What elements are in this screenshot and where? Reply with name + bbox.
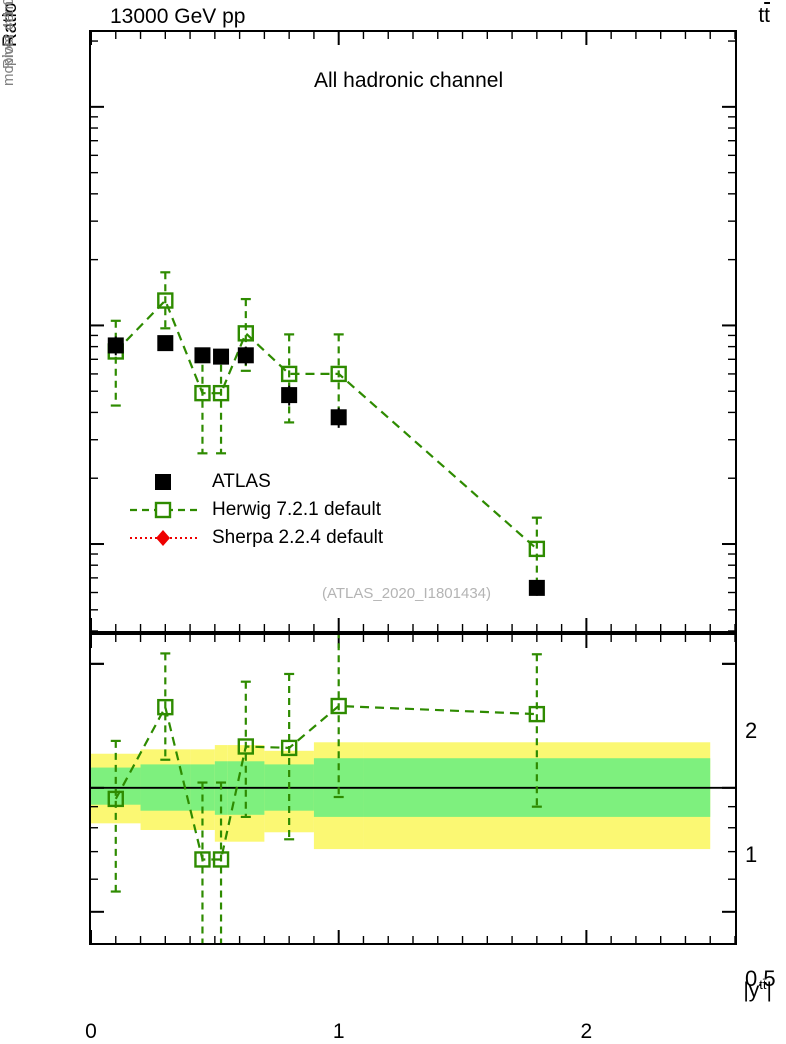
legend-open-square-icon (154, 501, 172, 519)
main-plot-canvas (91, 32, 735, 631)
herwig-marker (528, 540, 546, 558)
atlas-marker (237, 347, 254, 364)
ratio-plot-panel (89, 633, 737, 945)
main-plot-panel (89, 30, 737, 633)
atlas-marker (330, 409, 347, 426)
legend-marker-dotted-diamond (128, 528, 202, 548)
legend-filled-square-icon (155, 474, 171, 490)
legend-label: Sherpa 2.2.4 default (212, 527, 384, 548)
legend-item: Sherpa 2.2.4 default (128, 524, 383, 552)
atlas-marker (157, 335, 174, 352)
legend-key-glyph (130, 501, 200, 519)
ratio-herwig-marker (528, 705, 546, 723)
x-axis-title: |ytt̄| (743, 977, 772, 1002)
legend-key-glyph (155, 474, 171, 490)
ratio-y-tick-label-right: 0.5 (745, 965, 776, 991)
ratio-herwig-marker (280, 739, 298, 757)
ratio-herwig-marker (330, 697, 347, 715)
ratio-plot-canvas (91, 635, 735, 943)
plot-title: All hadronic channel (314, 69, 504, 92)
legend-diamond-icon (156, 530, 170, 546)
legend: ATLAS Herwig 7.2.1 default Sherpa 2.2.4 de… (128, 468, 383, 552)
ratio-herwig-marker (194, 851, 211, 868)
ratio-band-inner (91, 767, 141, 805)
legend-label: Herwig 7.2.1 default (212, 499, 381, 520)
herwig-marker (212, 384, 230, 402)
legend-marker-solid-square (128, 472, 202, 492)
legend-item: Herwig 7.2.1 default (128, 496, 383, 524)
atlas-marker (194, 347, 211, 364)
legend-label: ATLAS (212, 471, 271, 492)
analysis-id-watermark: (ATLAS_2020_I1801434) (322, 585, 492, 602)
atlas-marker (281, 387, 298, 404)
ratio-y-tick-label-right: 1 (745, 841, 758, 867)
herwig-marker (194, 384, 211, 402)
ratio-herwig-marker (107, 790, 124, 808)
herwig-marker (330, 365, 347, 383)
atlas-marker (528, 579, 545, 596)
ratio-herwig-connector-line (114, 704, 537, 861)
ratio-herwig-marker (157, 698, 174, 716)
process-label: tt (758, 4, 770, 27)
ratio-herwig-marker (237, 738, 255, 755)
legend-item: ATLAS (128, 468, 383, 496)
ratio-y-tick-label-right: 2 (745, 717, 758, 743)
legend-marker-dashed-open-square (128, 500, 202, 520)
herwig-marker (237, 325, 255, 342)
atlas-marker (107, 337, 124, 354)
mcplots-source-note: mcplots.cern.ch [arXiv:1306.3436] (0, 0, 17, 86)
legend-key-glyph (130, 530, 200, 546)
herwig-marker (157, 292, 174, 309)
atlas-marker (213, 348, 230, 365)
beam-energy-label: 13000 GeV pp (110, 5, 246, 28)
herwig-marker (280, 365, 298, 383)
ratio-herwig-marker (212, 851, 230, 868)
